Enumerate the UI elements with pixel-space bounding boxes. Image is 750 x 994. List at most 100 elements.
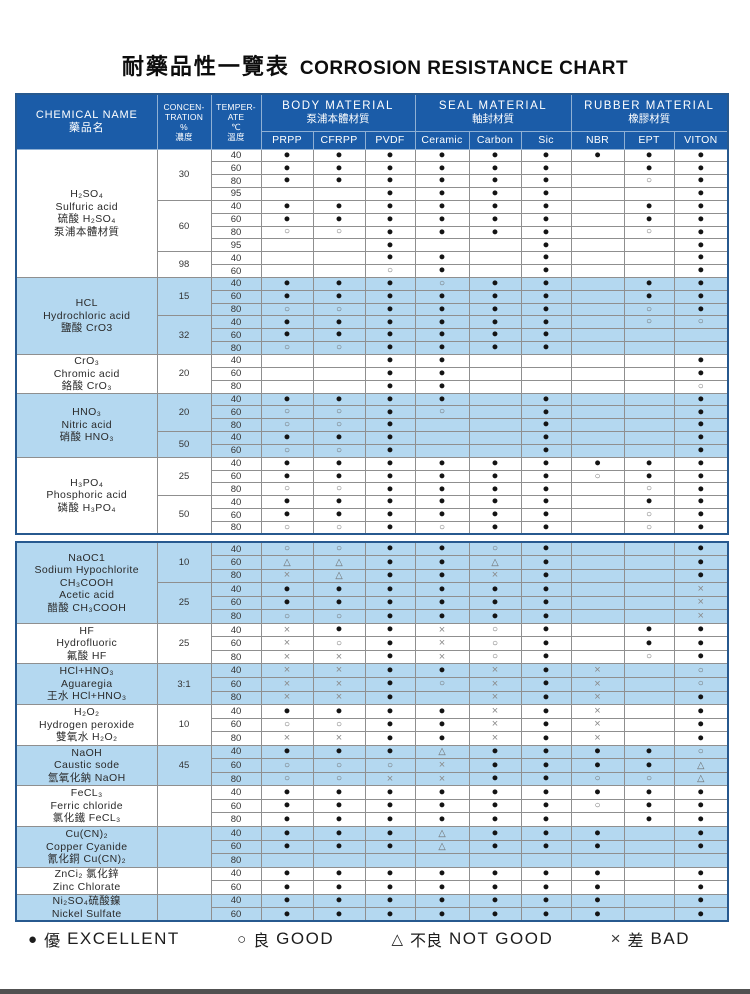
result-cell: ×: [312, 663, 366, 678]
result-cell: ●: [364, 826, 416, 841]
concentration-cell: 50: [156, 431, 212, 458]
result-cell: ×: [312, 649, 366, 665]
result-cell: ●: [673, 199, 729, 214]
material-column-header: Ceramic: [414, 130, 470, 150]
temperature-cell: 40: [210, 704, 262, 719]
concentration-cell: 25: [156, 582, 212, 624]
chemical-name-cell: NaOC1 Sodium Hypochlorite CH₃COOH Acetic ac…: [15, 541, 158, 624]
result-cell: ○: [312, 541, 366, 557]
chemical-table-lower: NaOC1 Sodium Hypochlorite CH₃COOH Acetic ac…: [15, 541, 729, 923]
result-cell: ○: [260, 443, 314, 458]
result-cell: ●: [312, 508, 366, 522]
result-cell: [623, 663, 675, 678]
table-row: 80 ○ ○ ● ● ● ● ×: [16, 609, 729, 624]
result-cell: ●: [673, 508, 729, 522]
temperature-cell: 60: [210, 595, 262, 611]
result-cell: ●: [260, 431, 314, 445]
table-row: 95 ● ● ●: [16, 238, 729, 253]
table-row: NaOH Caustic sode 氫氧化鈉 NaOH 45 40 ● ● ● △ ● ● ● ● ○: [15, 744, 729, 787]
temperature-cell: 60: [210, 636, 262, 651]
result-cell: [570, 555, 625, 570]
result-cell: ●: [520, 595, 572, 611]
result-cell: ●: [570, 880, 625, 895]
result-cell: ●: [673, 893, 729, 909]
result-cell: [623, 379, 675, 394]
legend-label-en: EXCELLENT: [67, 929, 180, 948]
table-row: 60 ● ● ● ● ● ● ● ●: [16, 289, 729, 304]
result-cell: ●: [468, 328, 522, 343]
result-cell: [623, 826, 675, 841]
result-cell: ●: [312, 812, 366, 827]
table-row: 95 ● ● ● ● ●: [16, 187, 729, 201]
result-cell: ●: [364, 418, 416, 433]
result-cell: ●: [364, 187, 416, 201]
result-cell: ○: [623, 508, 675, 522]
result-cell: [623, 731, 675, 746]
result-cell: ●: [673, 636, 729, 651]
table-row: 80 × × ● × ○ ● ○ ●: [16, 649, 729, 665]
result-cell: ●: [414, 568, 470, 584]
result-cell: ●: [673, 276, 729, 291]
temperature-cell: 40: [210, 148, 262, 163]
result-cell: [468, 238, 522, 253]
result-cell: [414, 690, 470, 706]
result-cell: ●: [520, 405, 572, 420]
result-cell: ●: [414, 302, 470, 317]
result-cell: ●: [673, 866, 729, 882]
result-cell: [520, 379, 572, 394]
result-cell: ●: [520, 315, 572, 330]
result-cell: △: [414, 826, 470, 841]
result-cell: ●: [364, 238, 416, 253]
result-cell: ×: [468, 663, 522, 678]
header-temperature: TEMPER- ATE ℃ 溫度: [210, 93, 262, 150]
result-cell: ●: [673, 839, 729, 855]
result-cell: ×: [260, 663, 314, 678]
result-cell: ●: [260, 469, 314, 484]
legend-item-excellent: ● 優 EXCELLENT: [28, 927, 180, 951]
result-cell: [570, 405, 625, 420]
result-cell: ○: [623, 649, 675, 665]
result-cell: ×: [312, 690, 366, 706]
legend-item-not-good: △ 不良 NOT GOOD: [391, 927, 553, 951]
result-cell: ○: [673, 663, 729, 678]
result-cell: [570, 161, 625, 176]
table-row: CrO₃ Chromic acid 鉻酸 CrO₃ 20 40 ● ● ●: [15, 354, 729, 394]
result-cell: ●: [414, 717, 470, 733]
result-cell: ●: [260, 582, 314, 597]
result-cell: ×: [468, 568, 522, 584]
result-cell: [570, 199, 625, 214]
not-good-symbol-icon: △: [391, 931, 403, 948]
result-cell: ●: [312, 866, 366, 882]
result-cell: [570, 315, 625, 330]
table-row: NaOC1 Sodium Hypochlorite CH₃COOH Acetic ac…: [15, 541, 729, 624]
result-cell: ×: [468, 704, 522, 719]
table-row: 80 × △ ● ● × ● ●: [16, 568, 729, 584]
table-row: 60 ○ ○ ● ○ ● ●: [16, 405, 729, 420]
result-cell: ●: [364, 392, 416, 407]
table-row: 60 △ △ ● ● △ ● ●: [16, 555, 729, 570]
result-cell: ○: [312, 717, 366, 733]
result-cell: ●: [468, 744, 522, 760]
result-cell: ●: [673, 880, 729, 895]
temperature-cell: 60: [210, 264, 262, 278]
table-row: HF Hydrofluoric 氟酸 HF 25 40 × ● ● × ○ ● ● ●: [15, 622, 729, 665]
result-cell: [414, 238, 470, 253]
result-cell: ●: [673, 148, 729, 163]
result-cell: ●: [673, 622, 729, 638]
result-cell: [468, 853, 522, 868]
result-cell: ●: [260, 826, 314, 841]
result-cell: ●: [520, 341, 572, 355]
chemical-name-cell: ZnCi₂ 氯化鋅 Zinc Chlorate: [15, 866, 158, 895]
temperature-cell: 60: [210, 289, 262, 304]
result-cell: ●: [414, 555, 470, 570]
result-cell: ●: [312, 704, 366, 719]
result-cell: ●: [312, 456, 366, 471]
result-cell: ●: [623, 148, 675, 163]
temperature-cell: 80: [210, 341, 262, 355]
result-cell: ○: [623, 482, 675, 497]
result-cell: [623, 690, 675, 706]
result-cell: ●: [468, 148, 522, 163]
result-cell: [623, 405, 675, 420]
concentration-cell: 50: [156, 495, 212, 535]
result-cell: ×: [414, 771, 470, 787]
